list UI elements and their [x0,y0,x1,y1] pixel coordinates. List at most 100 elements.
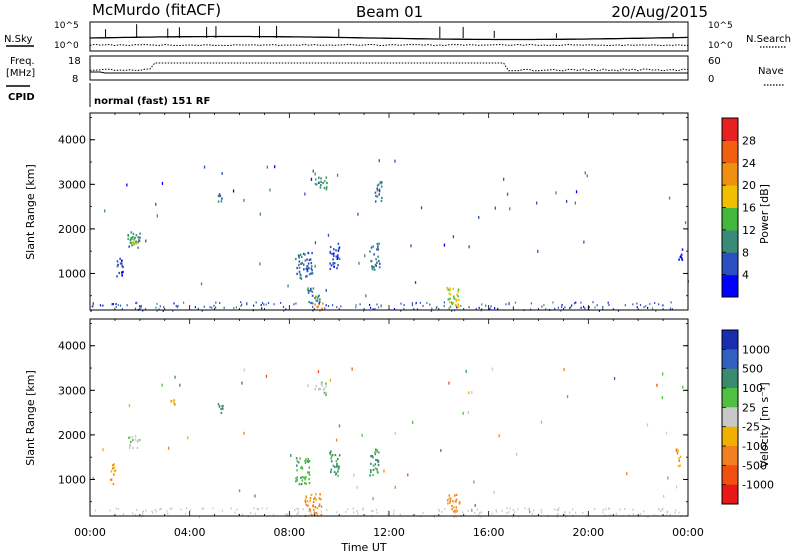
echo-cell [296,513,298,516]
echo-cell [285,308,287,311]
echo-cell [176,306,178,309]
xtick-label: 00:00 [74,526,106,539]
echo-cell [308,258,311,262]
echo-cell [296,272,298,275]
echo-cell [452,235,455,239]
echo-cell [355,306,357,309]
echo-cell [658,303,660,306]
echo-cell [116,265,119,268]
echo-cell [609,514,611,517]
echo-cell [491,512,493,515]
echo-cell [330,264,333,267]
echo-cell [329,250,332,253]
echo-cell [554,307,556,310]
noise-tick-right-top: 10^5 [708,21,733,31]
echo-cell [572,508,574,511]
echo-cell [582,512,584,514]
echo-cell [234,511,236,514]
echo-cell [169,507,171,510]
echo-cell [626,472,628,476]
colorbar-tick-label: 25 [742,401,756,414]
echo-cell [308,478,310,481]
echo-cell [514,511,516,513]
echo-cell [316,513,318,515]
echo-cell [335,255,338,258]
echo-cell [122,266,124,269]
echo-cell [608,508,610,510]
echo-cell [452,287,454,290]
echo-cell [646,423,649,427]
echo-cell [337,474,339,477]
echo-cell [667,476,669,480]
echo-cell [305,458,307,461]
echo-cell [453,297,456,300]
echo-cell [647,307,649,309]
ytick-label: 4000 [58,134,86,147]
echo-cell [575,301,577,304]
echo-cell [128,436,130,439]
echo-cell [309,509,312,512]
echo-cell [167,512,169,515]
echo-cell [529,507,531,510]
echo-cell [449,499,452,503]
echo-cell [457,295,459,298]
echo-cell [351,367,353,371]
echo-cell [138,439,140,442]
echo-cell [531,512,534,515]
echo-cell [448,307,450,310]
echo-cell [299,276,302,279]
echo-cell [174,403,176,406]
echo-cell [307,384,309,388]
echo-cell [457,305,460,308]
echo-cell [132,512,134,515]
colorbar-tick-label: 1000 [742,343,770,356]
echo-cell [296,476,298,479]
echo-cell [261,307,263,310]
echo-cell [375,264,377,267]
echo-cell [238,513,240,516]
echo-cell [175,304,177,307]
echo-cell [295,302,297,305]
echo-cell [300,483,303,486]
echo-cell [219,194,221,197]
echo-cell [116,275,118,278]
echo-cell [310,513,313,516]
echo-cell [92,305,94,308]
echo-cell [266,165,268,169]
echo-cell [372,510,374,513]
echo-cell [290,515,292,518]
echo-cell [403,307,405,310]
echo-cell [308,459,311,463]
echo-cell [317,181,320,184]
echo-cell [303,268,305,271]
echo-cell [110,470,113,473]
echo-cell [132,236,134,239]
echo-cell [480,511,482,514]
echo-cell [468,306,470,309]
echo-cell [337,256,339,259]
echo-cell [387,510,389,513]
echo-cell [326,509,328,511]
echo-cell [678,459,681,462]
echo-cell [675,448,678,451]
noise-tick-left-bottom: 10^0 [54,41,79,51]
echo-cell [370,471,372,474]
echo-cell [449,301,451,304]
echo-cell [380,185,383,188]
echo-cell [173,302,175,305]
echo-cell [314,388,317,391]
echo-cell [304,192,306,196]
echo-cell [419,301,421,304]
echo-cell [381,196,383,200]
echo-cell [121,262,123,265]
echo-cell [533,509,535,512]
date-label: 20/Aug/2015 [611,3,708,21]
colorbar-swatch [722,140,738,164]
echo-cell [377,259,380,262]
echo-cell [312,287,315,290]
echo-cell [378,266,381,269]
echo-cell [323,387,325,390]
echo-cell [304,461,307,464]
echo-cell [314,303,316,306]
echo-cell [131,237,133,240]
